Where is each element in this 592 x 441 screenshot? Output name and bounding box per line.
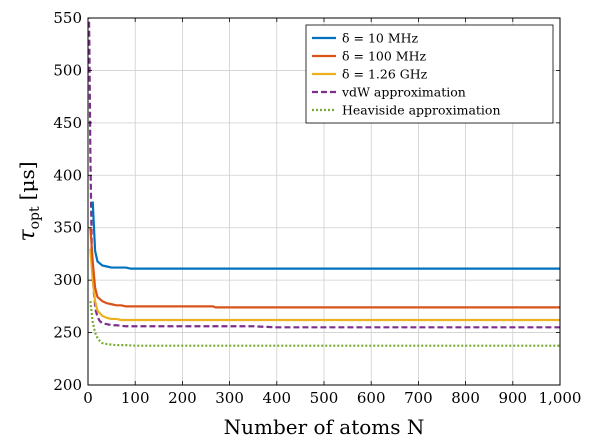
y-axis-label-symbol: τ xyxy=(15,229,40,242)
legend-label-2: δ = 1.26 GHz xyxy=(342,67,428,82)
legend-label-4: Heaviside approximation xyxy=(342,103,501,118)
y-tick-label: 300 xyxy=(53,271,82,289)
x-tick-label: 900 xyxy=(498,389,527,407)
x-axis-label: Number of atoms N xyxy=(224,415,425,439)
x-tick-label: 1,000 xyxy=(539,389,582,407)
y-axis-label: τopt [μs] xyxy=(15,161,43,241)
x-tick-label: 400 xyxy=(262,389,291,407)
y-tick-label: 350 xyxy=(53,219,82,237)
x-tick-label: 600 xyxy=(357,389,386,407)
x-tick-label: 200 xyxy=(168,389,197,407)
y-tick-label: 450 xyxy=(53,114,82,132)
series-line-3 xyxy=(88,18,560,329)
legend-label-0: δ = 10 MHz xyxy=(342,31,419,46)
x-tick-label: 700 xyxy=(404,389,433,407)
y-tick-label: 500 xyxy=(53,61,82,79)
x-tick-label: 500 xyxy=(310,389,339,407)
y-axis-label-subscript: opt xyxy=(27,206,43,229)
series-line-0 xyxy=(91,201,560,270)
series-line-1 xyxy=(89,227,560,309)
legend-label-3: vdW approximation xyxy=(341,85,466,100)
x-tick-label: 100 xyxy=(121,389,150,407)
y-axis-label-unit: [μs] xyxy=(15,161,39,200)
x-tick-label: 0 xyxy=(83,389,93,407)
legend-label-1: δ = 100 MHz xyxy=(342,49,426,64)
axis-ticks: 0 100 200 300 400 500 600 700 800 900 1,000 200 250 3… xyxy=(53,9,581,407)
x-tick-label: 800 xyxy=(451,389,480,407)
y-tick-label: 250 xyxy=(53,324,82,342)
y-tick-label: 550 xyxy=(53,9,82,27)
y-tick-label: 200 xyxy=(53,376,82,394)
legend: δ = 10 MHz δ = 100 MHz δ = 1.26 GHz vdW app… xyxy=(305,24,554,124)
legend-box xyxy=(305,24,554,124)
series-line-4 xyxy=(89,300,560,347)
series-line-2 xyxy=(89,248,560,322)
x-tick-label: 300 xyxy=(215,389,244,407)
y-tick-label: 400 xyxy=(53,166,82,184)
plot-series xyxy=(88,18,560,347)
